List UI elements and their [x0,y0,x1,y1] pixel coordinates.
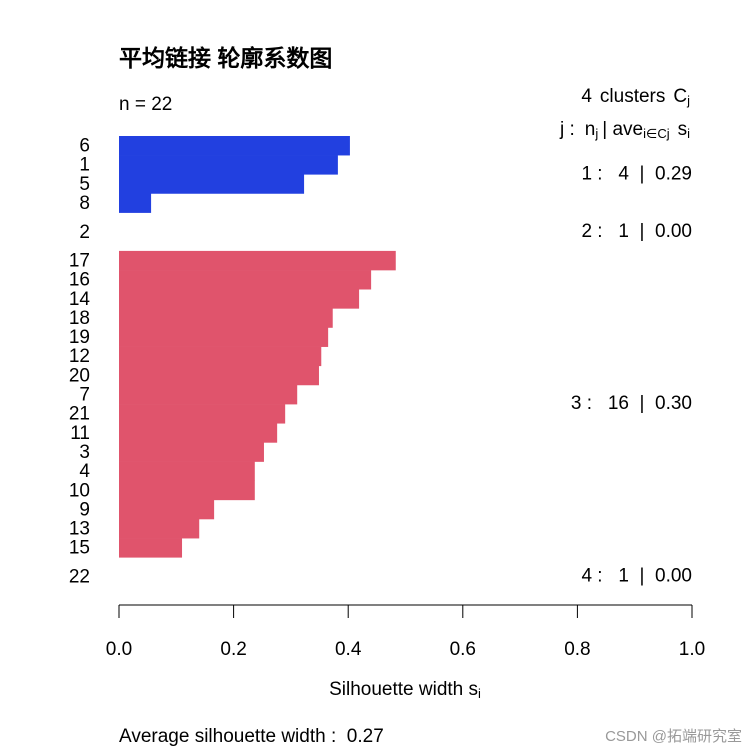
header-count: 4 [581,86,592,107]
header-sep: | ave [602,119,643,140]
x-tick-label: 0.2 [220,639,246,660]
row-label: 11 [70,423,90,444]
x-tick-label: 0.0 [106,639,132,660]
bar [119,423,278,443]
x-axis-label-main: Silhouette width s [329,679,478,700]
bar [119,174,305,194]
chart-title: 平均链接 轮廓系数图 [119,45,332,71]
header-symbol-sub: j [686,93,690,108]
header-word: clusters [600,86,665,107]
header-n: n [585,119,596,140]
row-label: 22 [69,566,90,587]
bar [119,346,322,367]
row-label: 10 [69,480,90,501]
bar [119,442,264,462]
bar [119,308,333,328]
cluster-summary: 4 : 1 | 0.00 [581,565,692,586]
bar [119,499,215,520]
row-label: 8 [79,193,90,214]
x-axis-label: Silhouette width si [329,679,481,701]
row-label: 7 [79,385,90,406]
bar [119,384,298,405]
watermark: CSDN @拓端研究室 [605,728,742,745]
row-label: 19 [69,327,90,348]
row-label: 5 [79,174,90,195]
row-label: 6 [79,136,90,157]
bar [119,136,350,156]
header-line-1: 4 clusters Cj [581,86,690,108]
bar [119,538,183,558]
header-line-2: j : nj | avei∈Cj si [559,119,690,141]
row-label: 16 [69,270,90,291]
row-label: 3 [79,442,90,463]
cluster-summary: 1 : 4 | 0.29 [581,163,692,184]
bar [119,461,255,481]
n-label: n = 22 [119,94,172,115]
header-symbol: C [673,86,687,107]
bar [119,289,360,309]
cluster-summary: 3 : 16 | 0.30 [571,393,692,414]
row-label: 15 [69,538,90,559]
bar [119,270,372,290]
bar [119,404,286,424]
row-label: 14 [69,289,91,310]
x-tick-label: 1.0 [679,639,705,660]
x-tick-label: 0.8 [564,639,590,660]
header-s: s [678,119,688,140]
bar [119,480,255,501]
row-label: 21 [69,404,90,425]
cluster-summary: 2 : 1 | 0.00 [581,221,692,242]
x-tick-label: 0.6 [450,639,476,660]
bar [119,365,319,386]
bar [119,519,200,539]
row-label: 1 [79,155,90,176]
row-label: 4 [79,461,90,482]
bar [119,193,152,213]
row-label: 13 [69,519,90,540]
row-label: 18 [69,308,90,329]
header-ave-sub: i∈Cj [643,126,670,141]
row-label: 12 [69,346,90,367]
footer: Average silhouette width : 0.27 [119,726,384,747]
bar [119,327,329,347]
bar [119,155,338,175]
row-label: 2 [79,222,90,243]
bar [119,250,396,271]
header-s-sub: i [687,126,690,141]
row-label: 20 [69,365,90,386]
row-label: 9 [79,499,90,520]
row-label: 17 [69,250,90,271]
header-n-sub: j [594,126,598,141]
x-tick-label: 0.4 [335,639,362,660]
x-axis-label-sub: i [478,686,481,701]
header-j: j : [559,119,575,140]
